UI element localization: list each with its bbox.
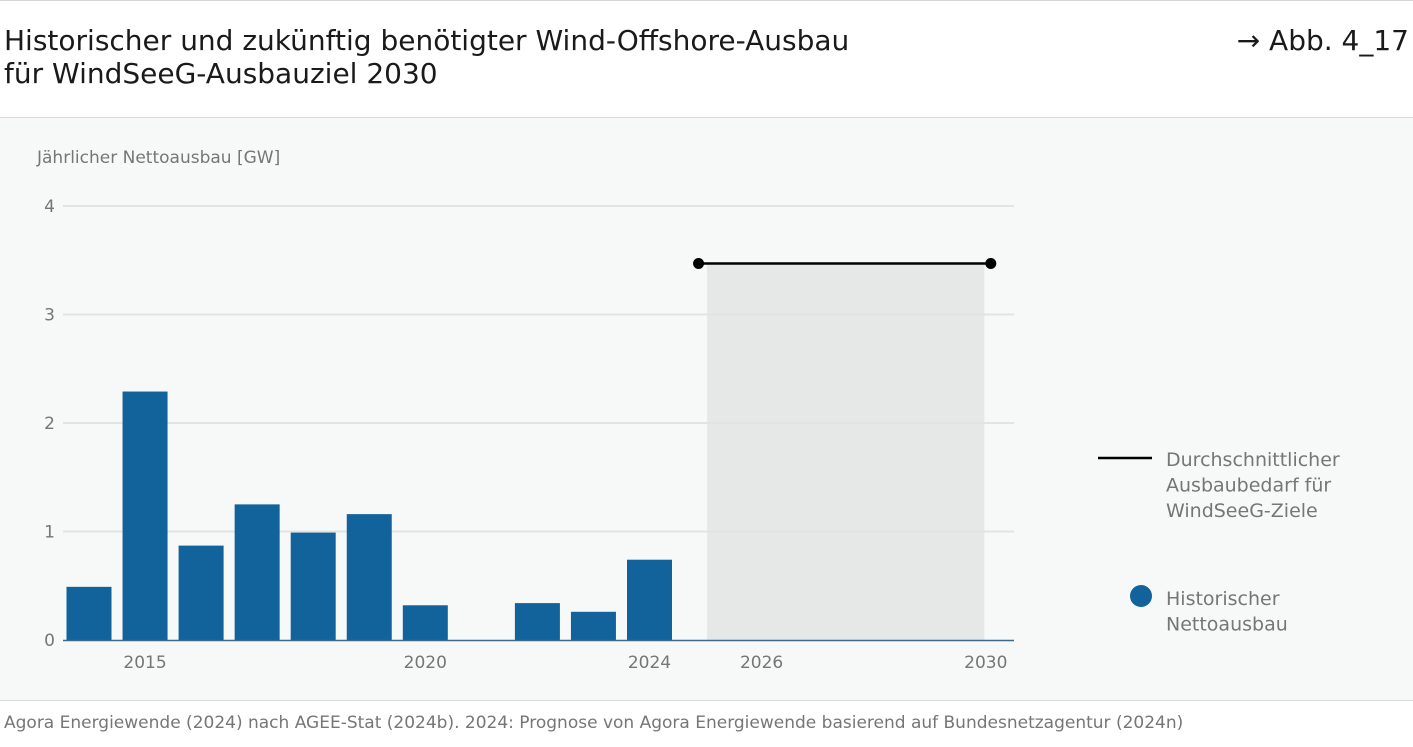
x-tick-label: 2030 — [964, 653, 1007, 673]
chart-panel: 0 1 2 3 4 Jährlicher Nettoausbau [GW] 2015 2020… — [0, 117, 1413, 701]
chart-title-line-2: für WindSeeG-Ausbauziel 2030 — [4, 57, 438, 90]
bar — [178, 545, 224, 640]
x-tick-label: 2024 — [628, 653, 671, 673]
bar — [122, 391, 168, 640]
y-tick-label: 1 — [44, 523, 55, 543]
target-line-end-point — [985, 258, 997, 270]
legend-item-target-label: Ausbaubedarf für — [1166, 475, 1331, 497]
chart-title-line-1: Historischer und zukünftig benötigter Wi… — [4, 24, 850, 57]
legend-item-target-label: WindSeeG-Ziele — [1166, 500, 1318, 522]
bar — [66, 586, 112, 640]
source-note: Agora Energiewende (2024) nach AGEE-Stat… — [4, 713, 1184, 733]
bar — [627, 559, 672, 640]
legend-item-historic-label: Nettoausbau — [1166, 614, 1288, 636]
x-tick-label: 2015 — [123, 653, 166, 673]
bar — [402, 605, 448, 640]
y-tick-label: 4 — [44, 197, 55, 217]
target-line-start-point — [693, 258, 705, 270]
bar — [570, 611, 616, 640]
bar — [346, 514, 392, 640]
top-rule — [0, 0, 1413, 1]
chart-title: Historischer und zukünftig benötigter Wi… — [4, 24, 1054, 90]
bar — [290, 532, 336, 640]
bar — [234, 504, 280, 640]
legend-dot-symbol — [1130, 585, 1152, 607]
x-tick-label: 2026 — [740, 653, 783, 673]
legend-item-historic-label: Historischer — [1166, 588, 1280, 610]
chart-svg: 0 1 2 3 4 Jährlicher Nettoausbau [GW] 2015 2020… — [36, 148, 1340, 673]
legend-item-target-label: Durchschnittlicher — [1166, 449, 1340, 471]
future-shaded-area — [707, 263, 985, 640]
y-tick-label: 3 — [44, 306, 55, 326]
y-axis-label: Jährlicher Nettoausbau [GW] — [36, 148, 280, 168]
x-tick-label: 2020 — [404, 653, 447, 673]
y-tick-label: 0 — [44, 631, 55, 651]
y-tick-label: 2 — [44, 414, 55, 434]
figure-reference: → Abb. 4_17 — [1236, 24, 1409, 57]
bar — [514, 603, 560, 640]
